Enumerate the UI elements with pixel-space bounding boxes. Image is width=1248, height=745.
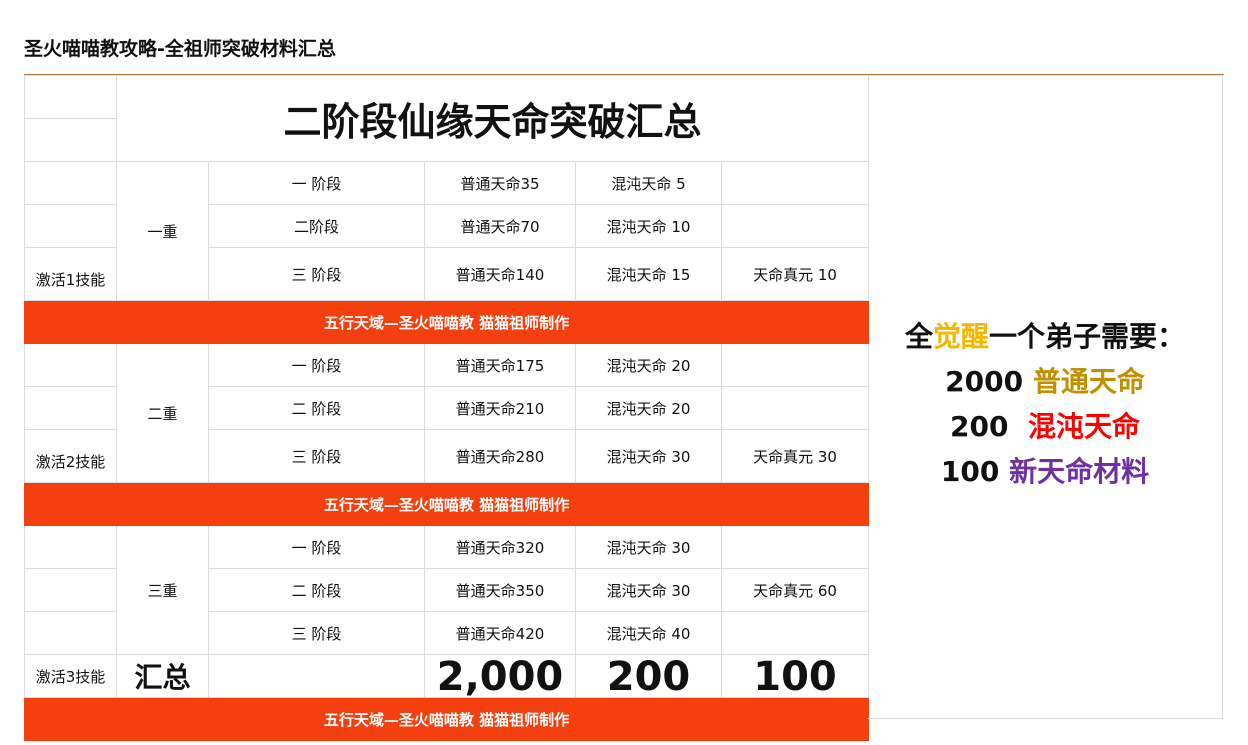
normal-cell: 普通天命350 bbox=[424, 568, 576, 612]
credit-banner: 五行天域—圣火喵喵教 猫猫祖师制作 bbox=[23, 697, 870, 741]
essence-cell: 天命真元 60 bbox=[720, 568, 870, 612]
summary-new-line: 100 新天命材料 bbox=[868, 449, 1222, 494]
normal-cell: 普通天命70 bbox=[424, 204, 576, 248]
total-normal: 2,000 bbox=[424, 654, 576, 698]
stage-cell: 三 阶段 bbox=[208, 247, 425, 301]
activation-label: 激活3技能 bbox=[24, 654, 117, 698]
empty-cell bbox=[24, 611, 117, 655]
essence-cell bbox=[720, 161, 870, 205]
essence-cell bbox=[720, 611, 870, 655]
stage-cell: 二 阶段 bbox=[208, 386, 425, 430]
chaos-cell: 混沌天命 10 bbox=[575, 204, 722, 248]
chaos-cell: 混沌天命 30 bbox=[575, 429, 722, 483]
normal-cell: 普通天命210 bbox=[424, 386, 576, 430]
normal-cell: 普通天命420 bbox=[424, 611, 576, 655]
normal-cell: 普通天命35 bbox=[424, 161, 576, 205]
summary-prefix: 全 bbox=[904, 320, 933, 353]
stage-cell: 二阶段 bbox=[208, 204, 425, 248]
empty-cell bbox=[24, 386, 117, 430]
normal-count: 2000 bbox=[945, 365, 1024, 398]
summary-normal-line: 2000 普通天命 bbox=[868, 359, 1222, 404]
summary-highlight: 觉醒 bbox=[932, 320, 989, 353]
stage-cell: 一 阶段 bbox=[208, 161, 425, 205]
essence-cell bbox=[720, 204, 870, 248]
activation-label: 激活1技能 bbox=[24, 247, 117, 301]
essence-cell bbox=[720, 386, 870, 430]
empty-cell bbox=[24, 204, 117, 248]
breakthrough-table: 二阶段仙缘天命突破汇总 一重 一 阶段 普通天命35 混沌天命 5 二阶段 普通… bbox=[23, 75, 870, 741]
tier-label: 二重 bbox=[116, 343, 209, 483]
empty-cell bbox=[24, 161, 117, 205]
empty-cell bbox=[24, 343, 117, 387]
new-label: 新天命材料 bbox=[1009, 455, 1150, 488]
page-title: 圣火喵喵教攻略-全祖师突破材料汇总 bbox=[24, 38, 336, 60]
tier-label: 一重 bbox=[116, 161, 209, 301]
normal-cell: 普通天命175 bbox=[424, 343, 576, 387]
chaos-label: 混沌天命 bbox=[1027, 410, 1140, 443]
stage-cell: 一 阶段 bbox=[208, 343, 425, 387]
summary-heading: 全觉醒一个弟子需要： bbox=[868, 314, 1222, 359]
normal-cell: 普通天命320 bbox=[424, 525, 576, 569]
credit-banner: 五行天域—圣火喵喵教 猫猫祖师制作 bbox=[23, 300, 870, 344]
stage-cell: 三 阶段 bbox=[208, 429, 425, 483]
essence-cell: 天命真元 10 bbox=[720, 247, 870, 301]
chaos-cell: 混沌天命 5 bbox=[575, 161, 722, 205]
empty-cell bbox=[208, 654, 425, 698]
normal-cell: 普通天命140 bbox=[424, 247, 576, 301]
normal-cell: 普通天命280 bbox=[424, 429, 576, 483]
summary-suffix: 一个弟子需要： bbox=[989, 320, 1186, 353]
table-title: 二阶段仙缘天命突破汇总 bbox=[115, 75, 870, 162]
totals-label: 汇总 bbox=[116, 654, 209, 698]
tier-label: 三重 bbox=[116, 525, 209, 655]
essence-cell bbox=[720, 525, 870, 569]
awakening-summary: 全觉醒一个弟子需要： 2000 普通天命 200 混沌天命 100 新天命材料 bbox=[868, 314, 1222, 494]
empty-cell bbox=[24, 118, 117, 162]
chaos-cell: 混沌天命 15 bbox=[575, 247, 722, 301]
normal-label: 普通天命 bbox=[1032, 365, 1145, 398]
chaos-cell: 混沌天命 30 bbox=[575, 525, 722, 569]
chaos-cell: 混沌天命 20 bbox=[575, 343, 722, 387]
empty-cell bbox=[24, 568, 117, 612]
activation-label: 激活2技能 bbox=[24, 429, 117, 483]
chaos-cell: 混沌天命 40 bbox=[575, 611, 722, 655]
chaos-cell: 混沌天命 30 bbox=[575, 568, 722, 612]
new-count: 100 bbox=[940, 455, 1000, 488]
summary-chaos-line: 200 混沌天命 bbox=[868, 404, 1222, 449]
empty-cell bbox=[24, 75, 117, 119]
essence-cell bbox=[720, 343, 870, 387]
chaos-count: 200 bbox=[950, 410, 1009, 443]
total-chaos: 200 bbox=[575, 654, 722, 698]
stage-cell: 三 阶段 bbox=[208, 611, 425, 655]
chaos-cell: 混沌天命 20 bbox=[575, 386, 722, 430]
title-divider bbox=[24, 74, 1224, 75]
credit-banner: 五行天域—圣火喵喵教 猫猫祖师制作 bbox=[23, 482, 870, 526]
empty-cell bbox=[24, 525, 117, 569]
stage-cell: 一 阶段 bbox=[208, 525, 425, 569]
essence-cell: 天命真元 30 bbox=[720, 429, 870, 483]
stage-cell: 二 阶段 bbox=[208, 568, 425, 612]
summary-panel: 全觉醒一个弟子需要： 2000 普通天命 200 混沌天命 100 新天命材料 bbox=[868, 75, 1223, 719]
total-essence: 100 bbox=[720, 654, 870, 698]
